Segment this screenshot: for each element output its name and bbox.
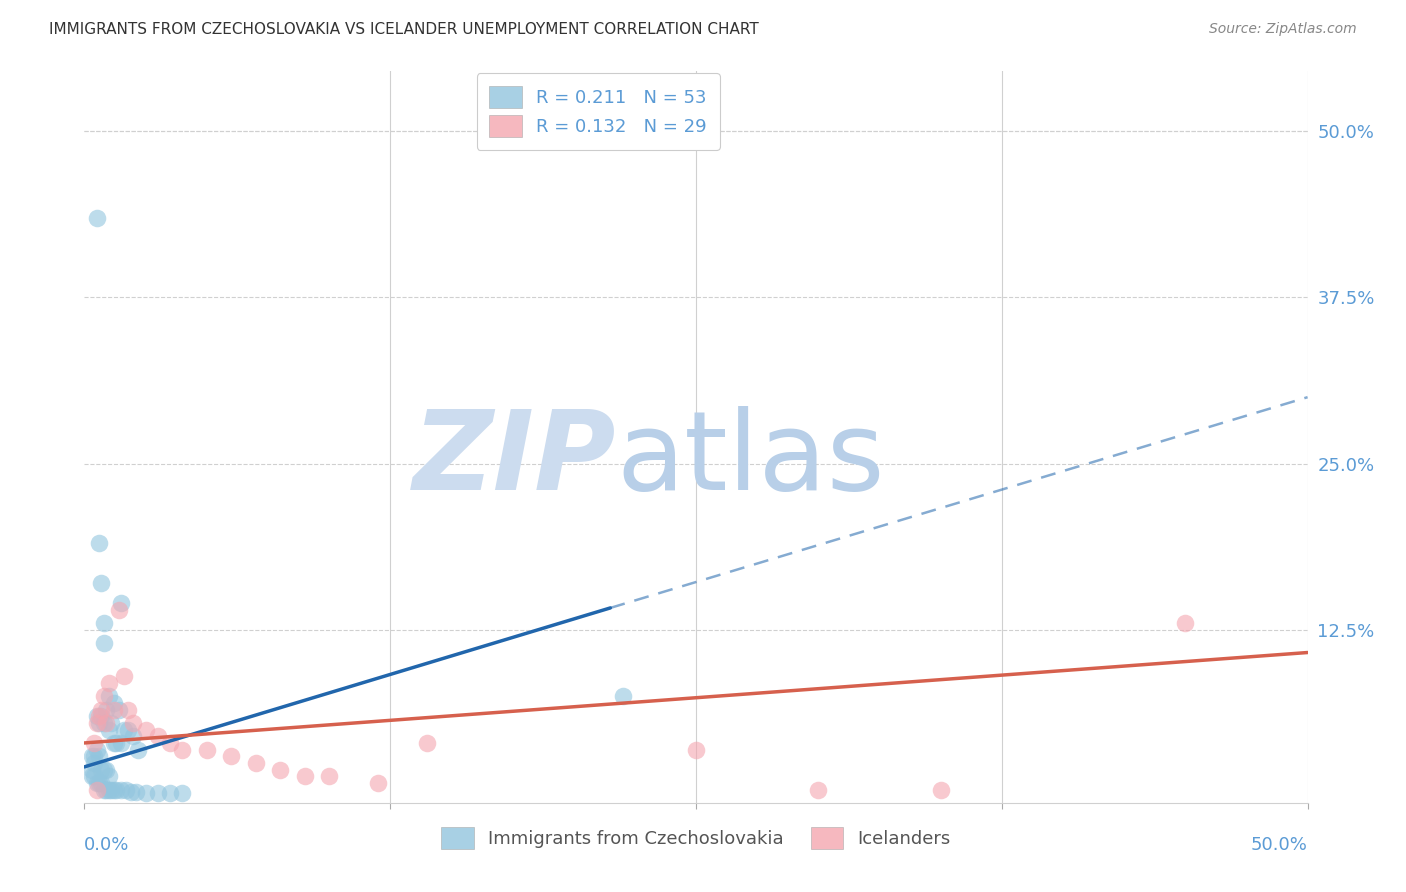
Point <box>125 785 148 799</box>
Point <box>87 716 110 731</box>
Point <box>416 736 439 750</box>
Point <box>90 776 112 790</box>
Point <box>120 785 142 799</box>
Point <box>115 782 138 797</box>
Point <box>245 756 267 770</box>
Legend: Immigrants from Czechoslovakia, Icelanders: Immigrants from Czechoslovakia, Icelande… <box>434 820 957 856</box>
Point <box>110 736 132 750</box>
Point <box>159 736 181 750</box>
Point <box>87 749 110 764</box>
Point <box>86 709 108 723</box>
Point <box>103 703 125 717</box>
Point <box>97 690 120 704</box>
Point <box>159 787 181 801</box>
Point <box>83 756 105 770</box>
Point <box>87 776 110 790</box>
Point <box>90 709 112 723</box>
Point <box>127 742 149 756</box>
Point <box>112 669 135 683</box>
Point <box>195 742 218 756</box>
Point <box>367 776 389 790</box>
Point <box>117 723 139 737</box>
Point <box>87 536 110 550</box>
Point <box>219 749 242 764</box>
Point <box>86 782 108 797</box>
Point <box>103 696 125 710</box>
Point <box>93 636 115 650</box>
Text: 50.0%: 50.0% <box>1251 836 1308 854</box>
Point <box>117 703 139 717</box>
Point <box>107 603 129 617</box>
Point <box>612 690 634 704</box>
Point <box>685 742 707 756</box>
Point <box>86 776 108 790</box>
Point <box>110 596 132 610</box>
Point <box>86 211 108 225</box>
Point <box>90 576 112 591</box>
Point <box>929 782 952 797</box>
Point <box>318 769 340 783</box>
Point <box>93 782 115 797</box>
Point <box>80 763 103 777</box>
Point <box>93 616 115 631</box>
Point <box>83 736 105 750</box>
Point <box>807 782 830 797</box>
Point <box>1174 616 1197 631</box>
Point <box>90 763 112 777</box>
Point <box>97 769 120 783</box>
Point <box>110 782 132 797</box>
Point <box>96 763 118 777</box>
Point <box>93 763 115 777</box>
Point <box>172 787 194 801</box>
Text: IMMIGRANTS FROM CZECHOSLOVAKIA VS ICELANDER UNEMPLOYMENT CORRELATION CHART: IMMIGRANTS FROM CZECHOSLOVAKIA VS ICELAN… <box>49 22 759 37</box>
Point <box>100 716 122 731</box>
Point <box>112 723 135 737</box>
Point <box>80 769 103 783</box>
Point <box>87 709 110 723</box>
Point <box>100 782 122 797</box>
Point <box>97 676 120 690</box>
Point <box>105 782 128 797</box>
Point <box>135 787 157 801</box>
Point <box>96 782 118 797</box>
Point <box>86 716 108 731</box>
Point <box>96 703 118 717</box>
Point <box>269 763 291 777</box>
Point <box>97 723 120 737</box>
Point <box>135 723 157 737</box>
Point <box>122 716 145 731</box>
Point <box>83 769 105 783</box>
Point <box>83 749 105 764</box>
Point <box>122 729 145 743</box>
Text: 0.0%: 0.0% <box>84 836 129 854</box>
Point <box>146 787 169 801</box>
Point <box>90 703 112 717</box>
Point <box>97 782 120 797</box>
Point <box>96 716 118 731</box>
Text: ZIP: ZIP <box>413 406 616 513</box>
Point <box>103 736 125 750</box>
Point <box>93 690 115 704</box>
Point <box>107 703 129 717</box>
Point <box>93 716 115 731</box>
Point <box>105 736 128 750</box>
Point <box>80 749 103 764</box>
Text: Source: ZipAtlas.com: Source: ZipAtlas.com <box>1209 22 1357 37</box>
Point <box>172 742 194 756</box>
Point <box>103 782 125 797</box>
Point <box>86 742 108 756</box>
Point <box>294 769 316 783</box>
Text: atlas: atlas <box>616 406 884 513</box>
Point <box>146 729 169 743</box>
